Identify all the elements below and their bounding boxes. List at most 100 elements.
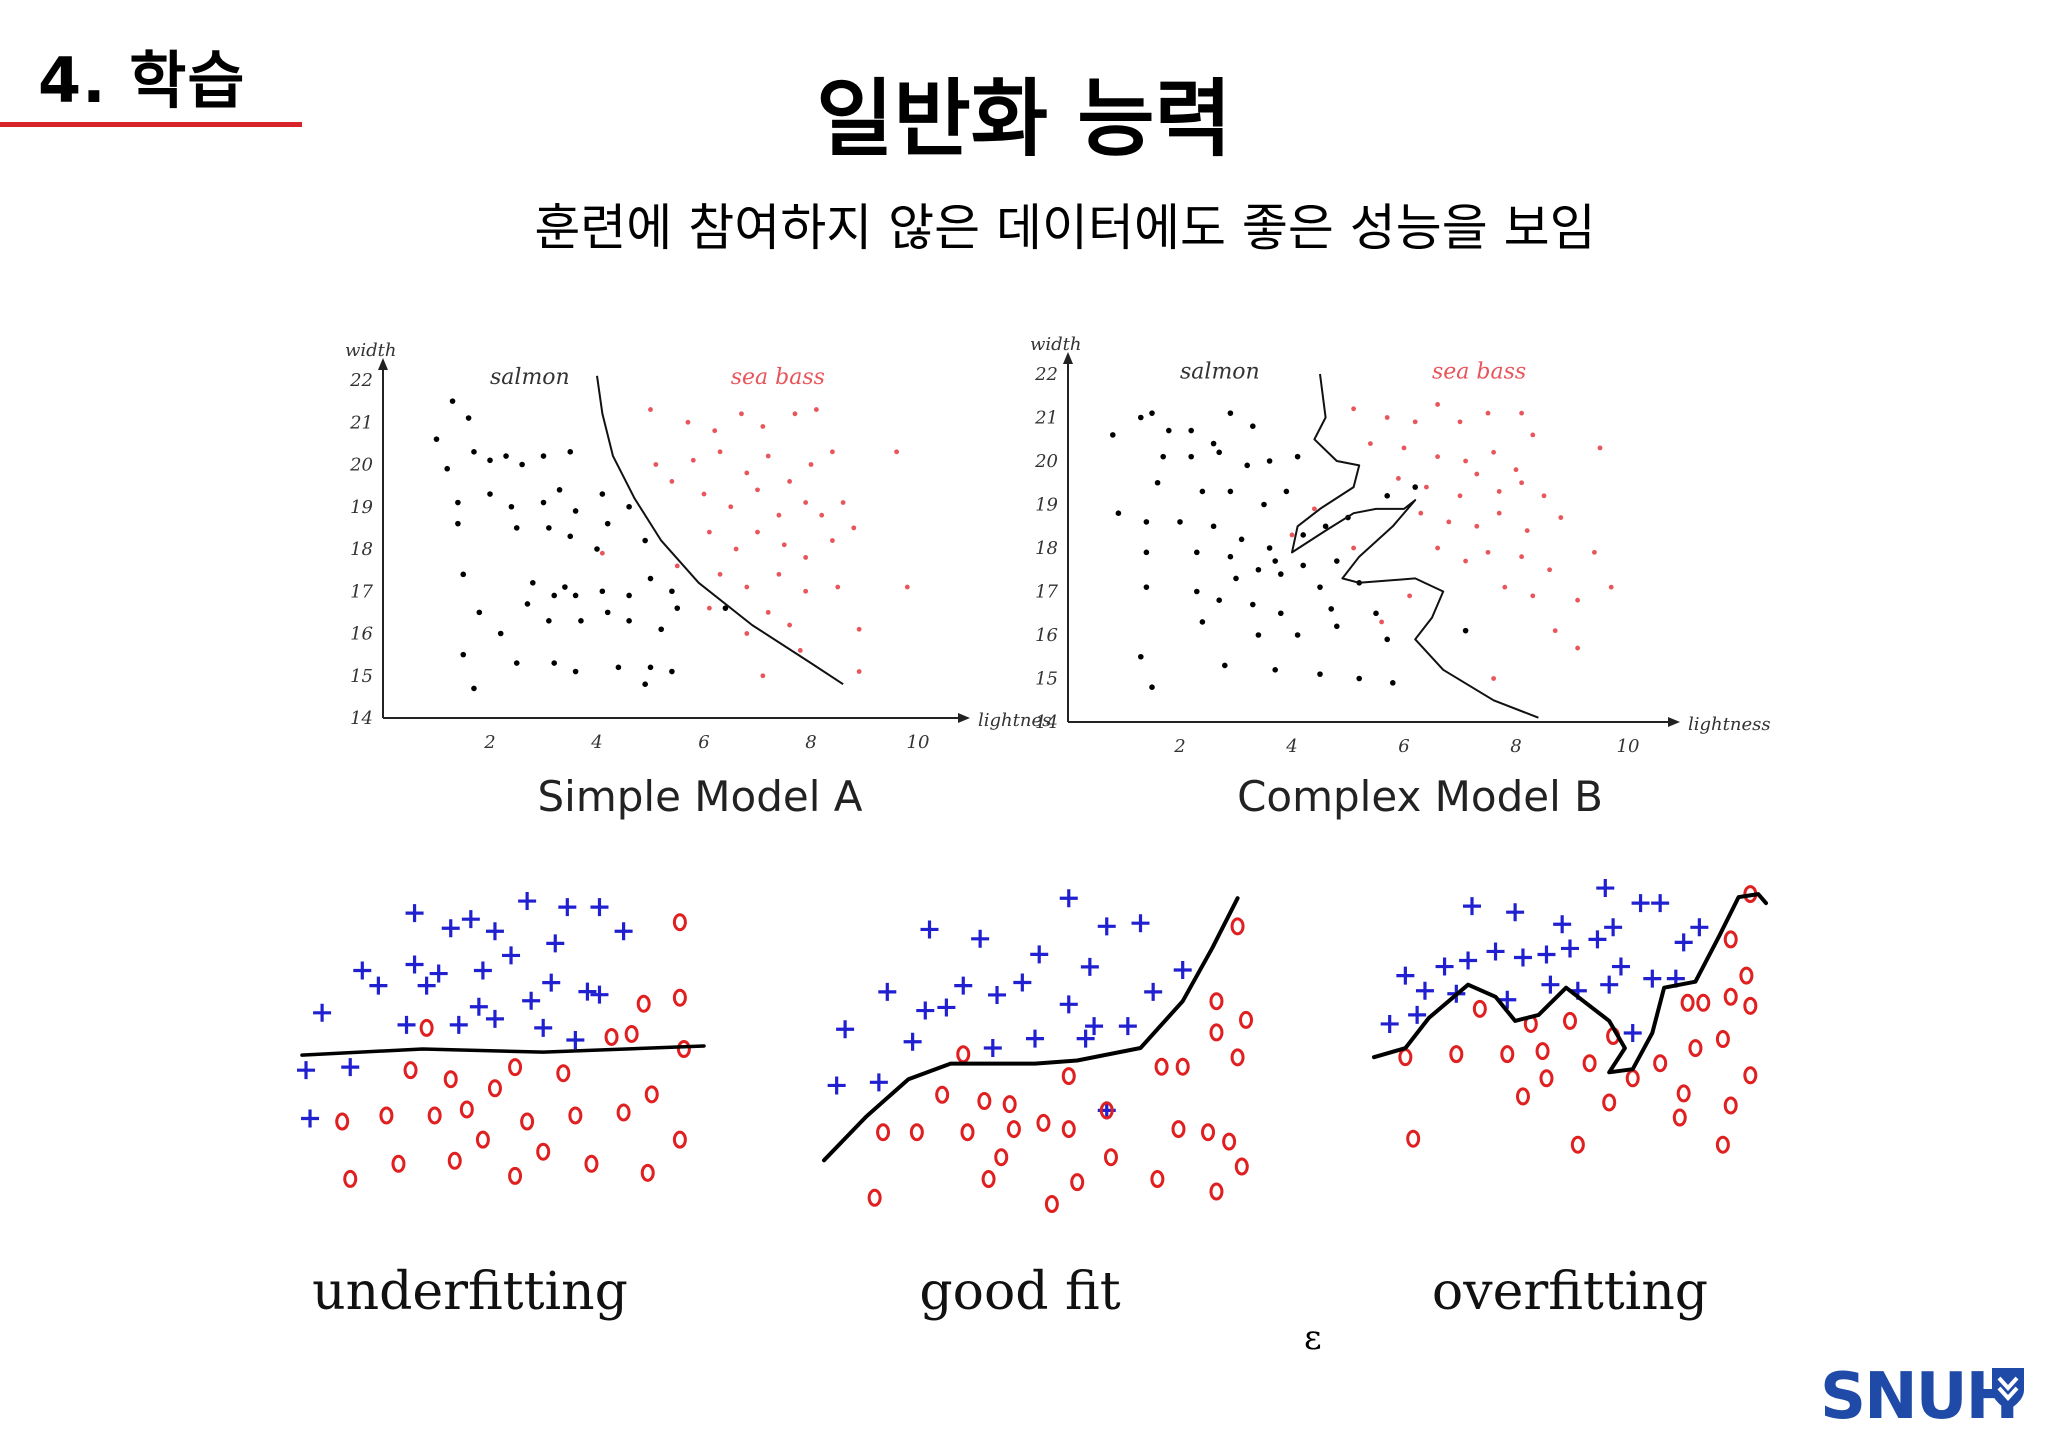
circle-point (1625, 1069, 1640, 1088)
circle-point (1061, 1120, 1076, 1139)
circle-point (1175, 1057, 1190, 1076)
annotation-sea-bass: sea bass (1432, 359, 1526, 384)
sea-bass-point (712, 428, 718, 434)
sea-bass-point (653, 462, 659, 467)
circle-point (1672, 1108, 1687, 1127)
plus-point (937, 998, 956, 1017)
sea-bass-point (1608, 584, 1614, 590)
plus-point (485, 1009, 504, 1028)
y-tick-label: 17 (350, 581, 373, 602)
sea-bass-point (1463, 558, 1468, 564)
caption-complex-model-b: Complex Model B (1237, 772, 1603, 821)
circle-point (1582, 1054, 1597, 1073)
circle-point (1602, 1093, 1617, 1112)
sea-bass-point (776, 571, 782, 577)
salmon-point (444, 465, 450, 472)
decision-boundary (596, 375, 844, 686)
sea-bass-point (787, 622, 792, 628)
plus-point (1690, 918, 1709, 937)
y-axis-arrow (1063, 352, 1073, 364)
plus-point (988, 985, 1007, 1004)
sea-bass-point (1496, 510, 1502, 516)
circle-point (520, 1112, 535, 1131)
plus-point (1611, 957, 1630, 976)
caption-simple-model-a: Simple Model A (537, 772, 863, 821)
sea-bass-point (1541, 493, 1547, 499)
caption-overfitting: overfitting (1431, 1262, 1709, 1322)
plus-point (449, 1015, 468, 1034)
plus-point (429, 964, 448, 983)
salmon-point (1188, 427, 1194, 434)
plus-point (1408, 1005, 1427, 1024)
plus-point (473, 961, 492, 980)
circle-point (1723, 930, 1738, 949)
circle-point (335, 1112, 350, 1131)
sea-bass-point (1491, 676, 1496, 681)
sea-bass-point (803, 500, 809, 505)
sea-bass-point (701, 491, 707, 497)
salmon-point (1412, 484, 1418, 490)
circle-point (1715, 1030, 1730, 1049)
salmon-point (669, 668, 675, 675)
y-tick-label: 19 (350, 497, 373, 518)
plus-point (558, 898, 577, 917)
sea-bass-point (1592, 549, 1597, 555)
x-axis-label: lightness (1688, 714, 1771, 735)
sea-bass-point (1435, 545, 1440, 551)
salmon-point (1210, 440, 1217, 447)
circle-point (672, 1130, 687, 1149)
circle-point (672, 988, 687, 1007)
sea-bass-point (760, 673, 766, 679)
salmon-point (599, 491, 606, 497)
sea-bass-point (856, 669, 862, 674)
sea-bass-point (685, 419, 691, 425)
y-tick-label: 18 (1035, 538, 1058, 559)
sea-bass-point (803, 588, 809, 594)
circle-point (487, 1079, 502, 1098)
circle-point (624, 1024, 639, 1043)
sea-bass-point (803, 555, 809, 560)
y-tick-label: 20 (349, 455, 373, 476)
plus-point (1097, 917, 1116, 936)
circle-point (1230, 917, 1245, 936)
plus-point (1463, 897, 1481, 916)
salmon-point (465, 415, 472, 421)
y-tick-label: 20 (1034, 451, 1058, 472)
plus-point (405, 904, 424, 923)
y-tick-label: 17 (1035, 582, 1058, 603)
complex-model-b-plot: 2 4 6 8 10 14 15 16 17 18 19 20 21 22 lightness width sa… (1030, 334, 1771, 757)
salmon-point (1143, 549, 1150, 556)
plus-point (1674, 933, 1693, 952)
salmon-point (1300, 562, 1306, 569)
plus-point (590, 898, 609, 917)
salmon-point (1115, 510, 1122, 516)
plus-point (1080, 957, 1099, 976)
salmon-point (1143, 584, 1150, 590)
circle-point (1006, 1120, 1021, 1139)
salmon-point (508, 503, 515, 510)
plus-point (1030, 945, 1049, 964)
salmon-point (1227, 553, 1234, 560)
circle-point (508, 1058, 523, 1077)
y-axis-arrow (378, 358, 388, 370)
sea-bass-point (813, 407, 819, 412)
plus-point (903, 1032, 922, 1051)
plus-point (1631, 894, 1650, 913)
circle-point (981, 1170, 996, 1189)
circle-point (1099, 1101, 1114, 1120)
sea-bass-point (808, 462, 814, 467)
plus-point (522, 991, 541, 1010)
x-tick-label: 10 (907, 732, 930, 753)
salmon-point (1261, 501, 1267, 508)
circle-point (1171, 1120, 1186, 1139)
plus-point (441, 919, 460, 938)
sea-bass-point (1502, 584, 1508, 590)
plus-point (983, 1039, 1002, 1057)
y-tick-label: 14 (350, 708, 373, 729)
sea-bass-point (1547, 567, 1552, 573)
circle-point (1696, 993, 1711, 1012)
sea-bass-point (1530, 593, 1536, 599)
caption-underfitting: underfitting (312, 1262, 628, 1322)
salmon-point (449, 398, 456, 404)
sea-bass-point (765, 609, 771, 615)
